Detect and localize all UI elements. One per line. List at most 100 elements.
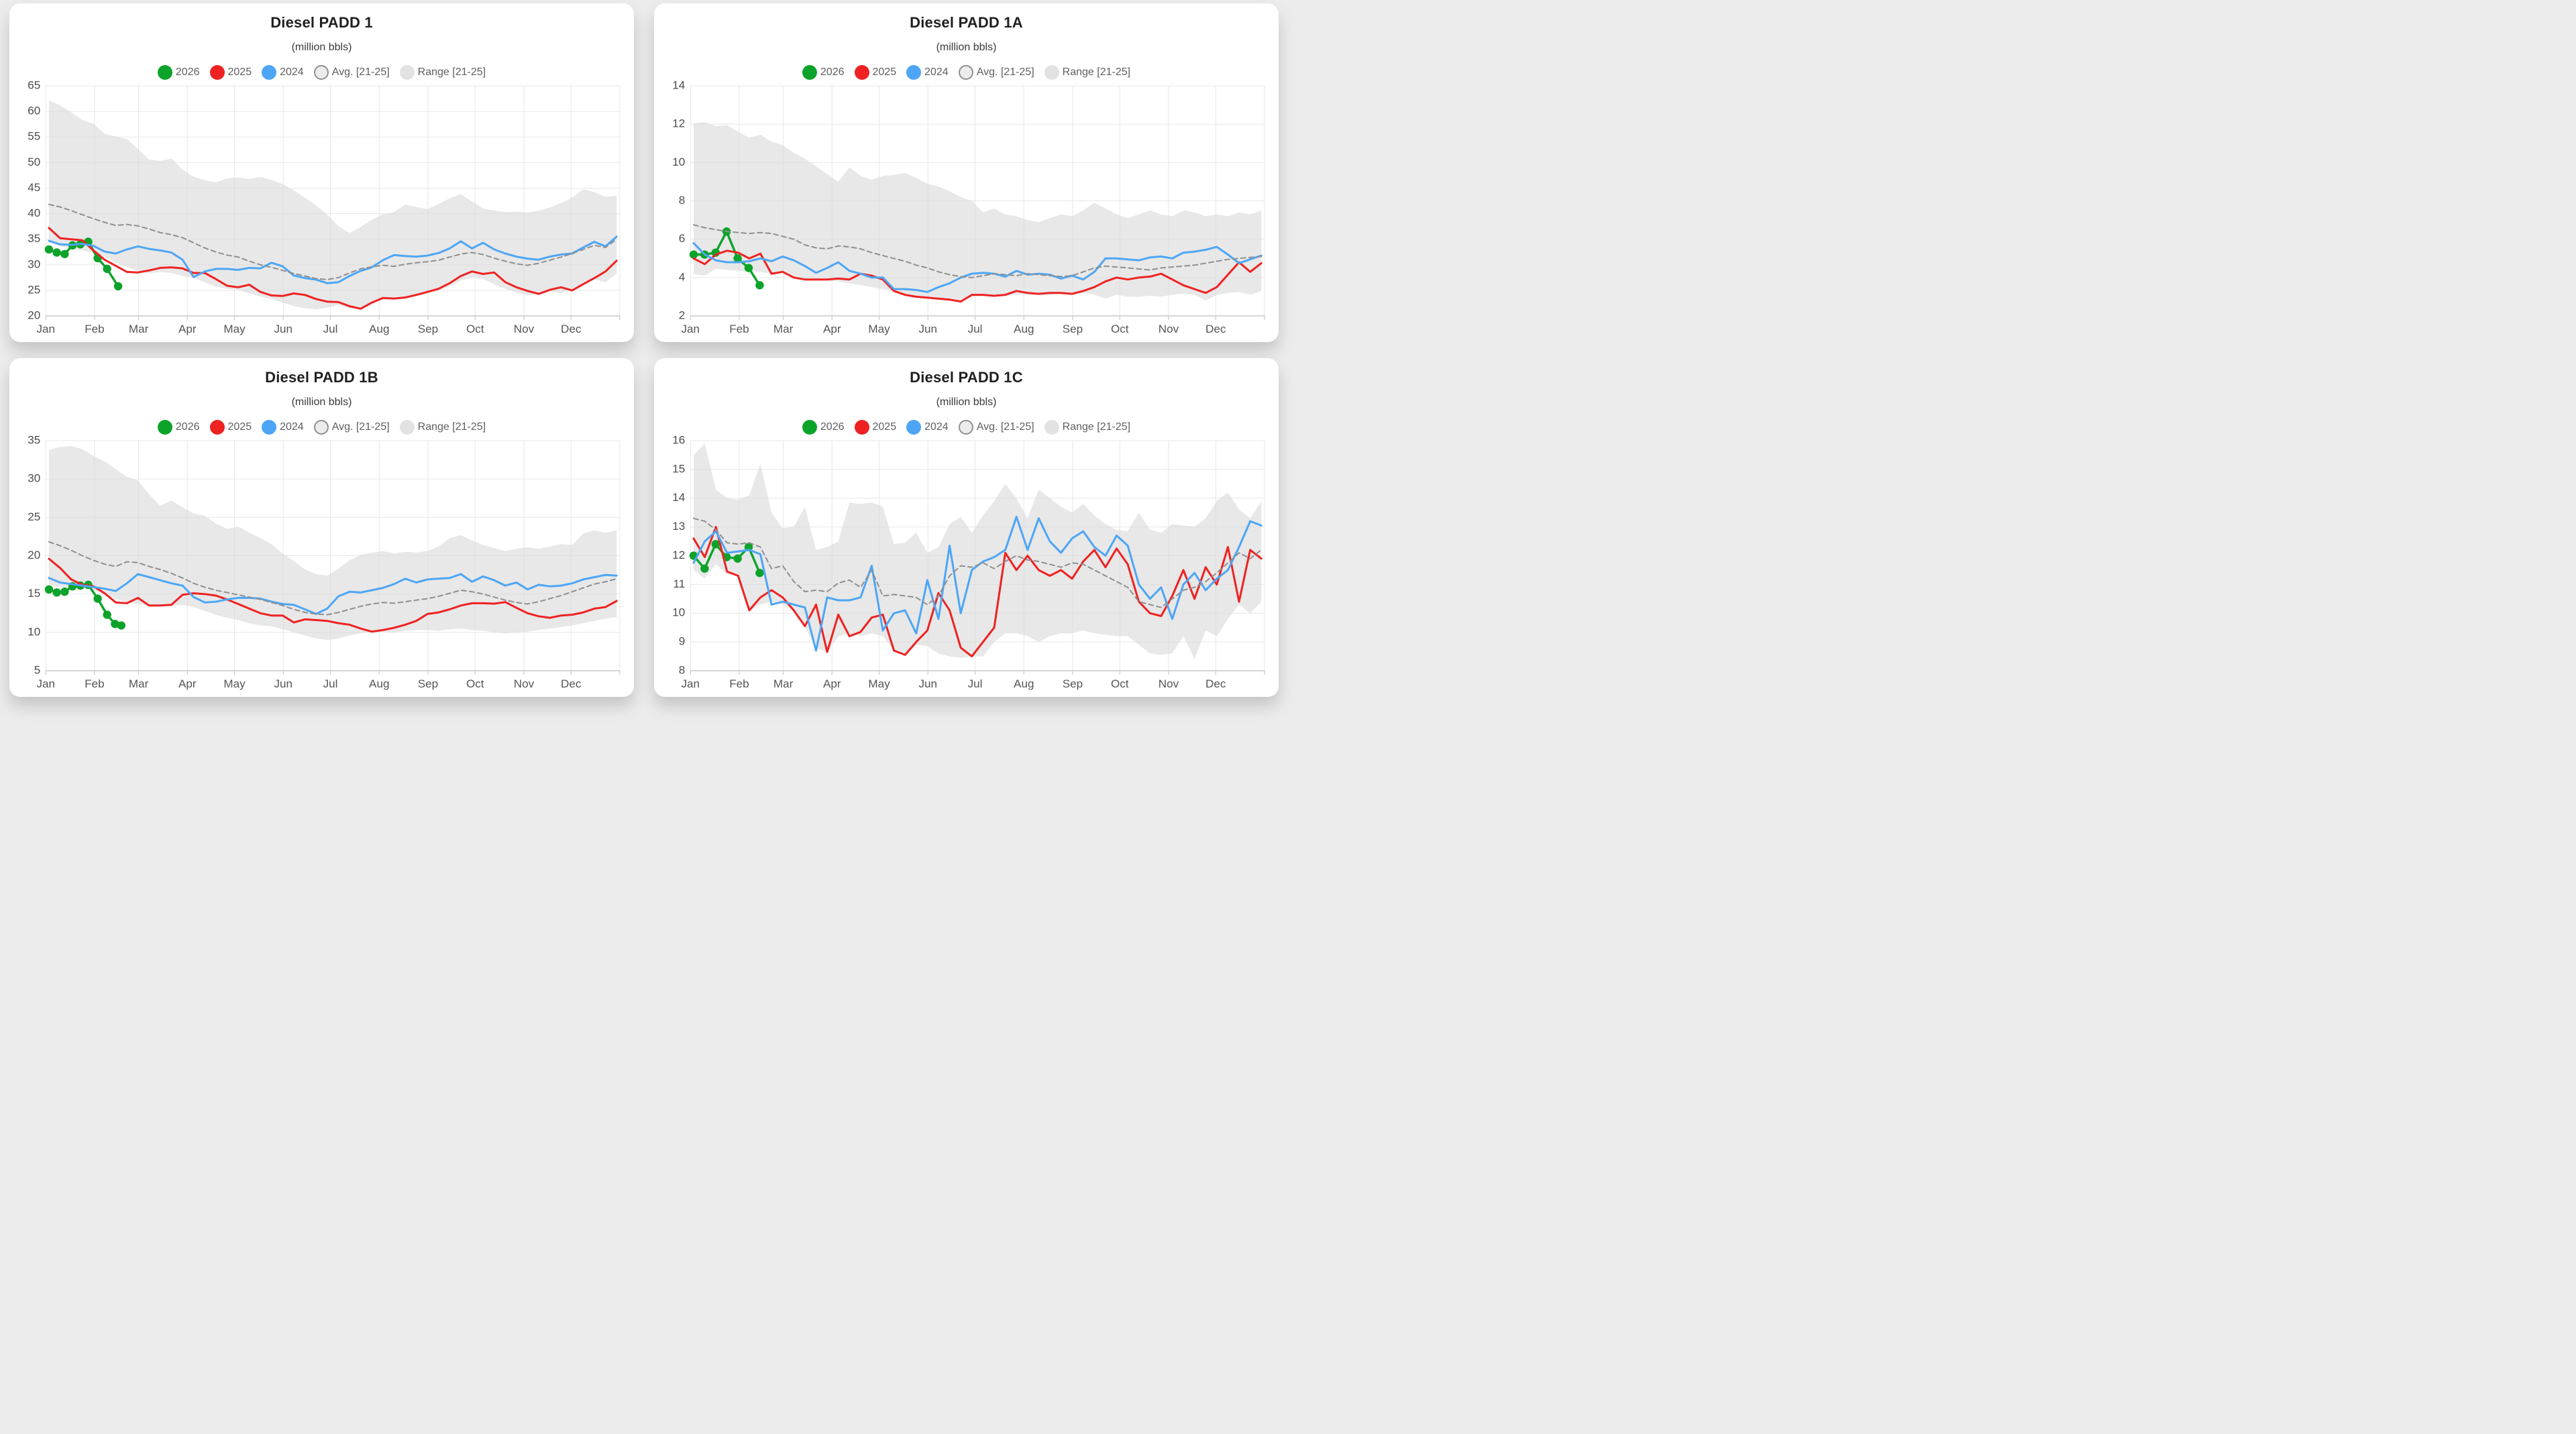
legend-item-2025[interactable]: 2025 bbox=[209, 420, 252, 435]
legend-label: Avg. [21-25] bbox=[976, 66, 1034, 78]
svg-text:May: May bbox=[868, 677, 890, 690]
svg-text:Sep: Sep bbox=[1063, 677, 1083, 690]
legend-marker-icon bbox=[906, 420, 922, 435]
svg-text:Mar: Mar bbox=[773, 323, 794, 335]
legend-item-2026[interactable]: 2026 bbox=[802, 65, 845, 80]
legend-marker-icon bbox=[157, 420, 172, 435]
svg-text:Jun: Jun bbox=[918, 323, 937, 335]
legend-label: Avg. [21-25] bbox=[331, 421, 390, 433]
svg-text:Mar: Mar bbox=[129, 323, 149, 335]
plot-area-padd-1[interactable]: 20 25 30 35 40 45 50 55 60 65 Jan Feb Mar Apr May Jun Ju… bbox=[15, 81, 629, 339]
legend-label: 2025 bbox=[872, 66, 897, 78]
svg-text:12: 12 bbox=[672, 549, 685, 561]
legend-marker-icon bbox=[906, 65, 922, 80]
svg-text:Feb: Feb bbox=[729, 323, 749, 335]
svg-text:Jul: Jul bbox=[968, 677, 983, 690]
legend-marker-icon bbox=[802, 420, 817, 435]
legend-marker-icon bbox=[313, 420, 329, 435]
svg-text:11: 11 bbox=[673, 577, 685, 590]
svg-text:8: 8 bbox=[679, 194, 686, 207]
svg-text:Oct: Oct bbox=[1111, 323, 1129, 335]
legend-item-2026[interactable]: 2026 bbox=[802, 420, 845, 435]
svg-text:14: 14 bbox=[672, 81, 685, 91]
svg-text:35: 35 bbox=[28, 436, 40, 446]
legend-label: Range [21-25] bbox=[1062, 421, 1131, 433]
legend-label: 2026 bbox=[820, 421, 845, 433]
plot-area-padd-1a[interactable]: 2 4 6 8 10 12 14 Jan Feb Mar Apr May Jun Jul Aug Sep Oct… bbox=[659, 81, 1273, 339]
legend-label: 2024 bbox=[924, 66, 949, 78]
svg-text:Jan: Jan bbox=[36, 677, 55, 690]
legend-marker-icon bbox=[262, 420, 277, 435]
svg-text:Jul: Jul bbox=[323, 677, 338, 690]
chart-card-diesel-padd-1c: Diesel PADD 1C (million bbls) 2026 2025 20… bbox=[654, 358, 1279, 697]
svg-text:50: 50 bbox=[28, 156, 40, 168]
svg-text:Aug: Aug bbox=[1014, 323, 1034, 335]
legend-item-2024[interactable]: 2024 bbox=[906, 420, 949, 435]
svg-text:Dec: Dec bbox=[561, 323, 582, 335]
svg-text:2: 2 bbox=[679, 309, 686, 322]
svg-text:Sep: Sep bbox=[1063, 323, 1083, 335]
legend-label: 2024 bbox=[280, 66, 304, 78]
legend-marker-icon bbox=[958, 420, 973, 435]
legend-item-2025[interactable]: 2025 bbox=[209, 65, 252, 80]
svg-text:Apr: Apr bbox=[823, 677, 841, 690]
legend-item-avg-21-25[interactable]: Avg. [21-25] bbox=[958, 65, 1034, 80]
legend-item-range-21-25[interactable]: Range [21-25] bbox=[1044, 420, 1130, 435]
legend-item-avg-21-25[interactable]: Avg. [21-25] bbox=[313, 420, 390, 435]
chart-title-padd-1b: Diesel PADD 1B bbox=[265, 369, 378, 386]
svg-text:10: 10 bbox=[28, 625, 40, 638]
legend-label: 2024 bbox=[924, 421, 949, 433]
legend-item-2025[interactable]: 2025 bbox=[854, 420, 896, 435]
plot-area-padd-1b[interactable]: 5 10 15 20 25 30 35 Jan Feb Mar Apr May Jun Jul Aug Sep… bbox=[15, 436, 629, 694]
plot-area-padd-1c[interactable]: 8 9 10 11 12 13 14 15 16 Jan Feb Mar Apr May Jun Jul Aug… bbox=[659, 436, 1273, 694]
legend-item-range-21-25[interactable]: Range [21-25] bbox=[1044, 65, 1130, 80]
svg-text:Aug: Aug bbox=[369, 677, 389, 690]
svg-text:Mar: Mar bbox=[773, 677, 794, 690]
svg-text:5: 5 bbox=[34, 664, 41, 677]
svg-text:16: 16 bbox=[672, 436, 685, 446]
legend-item-2026[interactable]: 2026 bbox=[157, 65, 200, 80]
svg-text:May: May bbox=[223, 323, 246, 335]
svg-text:40: 40 bbox=[28, 207, 40, 219]
legend-marker-icon bbox=[958, 65, 973, 80]
legend-marker-icon bbox=[399, 65, 415, 80]
legend-label: 2026 bbox=[175, 421, 200, 433]
chart-card-diesel-padd-1a: Diesel PADD 1A (million bbls) 2026 2025 20… bbox=[654, 3, 1279, 342]
legend-marker-icon bbox=[209, 65, 225, 80]
svg-text:Jan: Jan bbox=[681, 323, 700, 335]
legend-item-2026[interactable]: 2026 bbox=[157, 420, 200, 435]
legend-marker-icon bbox=[313, 65, 329, 80]
svg-text:Jun: Jun bbox=[274, 323, 292, 335]
svg-text:May: May bbox=[223, 677, 246, 690]
legend-label: Avg. [21-25] bbox=[331, 66, 390, 78]
legend-item-range-21-25[interactable]: Range [21-25] bbox=[399, 65, 486, 80]
svg-text:Aug: Aug bbox=[1014, 677, 1034, 690]
legend-item-2024[interactable]: 2024 bbox=[906, 65, 949, 80]
legend-item-2025[interactable]: 2025 bbox=[854, 65, 897, 80]
legend-item-avg-21-25[interactable]: Avg. [21-25] bbox=[313, 65, 390, 80]
svg-text:25: 25 bbox=[28, 510, 40, 523]
svg-text:Nov: Nov bbox=[1159, 677, 1179, 690]
legend-label: Range [21-25] bbox=[417, 421, 486, 433]
svg-text:20: 20 bbox=[28, 309, 40, 322]
legend-label: 2026 bbox=[175, 66, 200, 78]
svg-text:35: 35 bbox=[28, 232, 40, 245]
svg-text:Jan: Jan bbox=[36, 323, 55, 335]
svg-text:15: 15 bbox=[28, 587, 40, 600]
svg-text:Jan: Jan bbox=[681, 677, 700, 690]
svg-text:45: 45 bbox=[28, 181, 40, 194]
svg-text:Dec: Dec bbox=[1205, 323, 1226, 335]
chart-legend-padd-1a: 2026 2025 2024 Avg. [21-25] Range [21-25] bbox=[659, 65, 1273, 80]
svg-text:10: 10 bbox=[672, 606, 685, 619]
legend-marker-icon bbox=[1044, 65, 1059, 80]
svg-text:4: 4 bbox=[679, 270, 686, 283]
svg-text:12: 12 bbox=[672, 117, 685, 130]
legend-item-range-21-25[interactable]: Range [21-25] bbox=[399, 420, 486, 435]
chart-subtitle-padd-1b: (million bbls) bbox=[291, 396, 352, 408]
svg-text:Feb: Feb bbox=[85, 677, 104, 690]
legend-item-avg-21-25[interactable]: Avg. [21-25] bbox=[958, 420, 1034, 435]
legend-item-2024[interactable]: 2024 bbox=[262, 65, 304, 80]
legend-item-2024[interactable]: 2024 bbox=[262, 420, 304, 435]
chart-subtitle-padd-1a: (million bbls) bbox=[936, 42, 997, 53]
svg-text:8: 8 bbox=[679, 664, 686, 677]
